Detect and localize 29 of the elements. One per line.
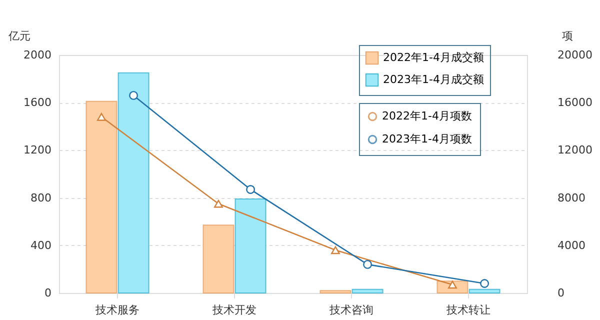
y2-tick-label: 8000: [558, 191, 586, 204]
y-tick-label: 400: [30, 238, 52, 252]
y-tick-label: 1200: [24, 144, 52, 157]
y2-tick-label: 4000: [558, 238, 586, 252]
y2-tick-label: 12000: [558, 144, 592, 157]
x-tick-label: 技术转让: [446, 304, 490, 316]
legend-label: 2023年1-4月成交额: [383, 73, 484, 86]
x-tick-label: 技术开发: [212, 304, 256, 316]
legend-label: 2022年1-4月成交额: [383, 51, 484, 64]
y-tick-label: 800: [30, 191, 52, 204]
bar: [320, 290, 352, 294]
y-tick-label: 0: [44, 286, 52, 300]
bar: [352, 288, 384, 294]
bar: [202, 224, 234, 294]
legend-label: 2023年1-4月项数: [382, 132, 472, 146]
y-axis-title: 亿元: [8, 30, 30, 42]
y-tick-label: 1600: [24, 96, 52, 110]
y2-tick-label: 16000: [558, 96, 592, 110]
legend-label: 2022年1-4月项数: [382, 110, 472, 122]
x-tick-label: 技术服务: [94, 304, 140, 316]
bar: [234, 198, 266, 294]
y2-tick-label: 20000: [558, 48, 592, 62]
bar: [86, 100, 118, 294]
x-tick-label: 技术咨询: [328, 304, 374, 316]
y2-axis-title: 项: [562, 30, 573, 42]
bar: [118, 72, 150, 294]
y-tick-label: 2000: [24, 48, 52, 62]
bar: [468, 288, 500, 294]
y2-tick-label: 0: [558, 286, 564, 300]
